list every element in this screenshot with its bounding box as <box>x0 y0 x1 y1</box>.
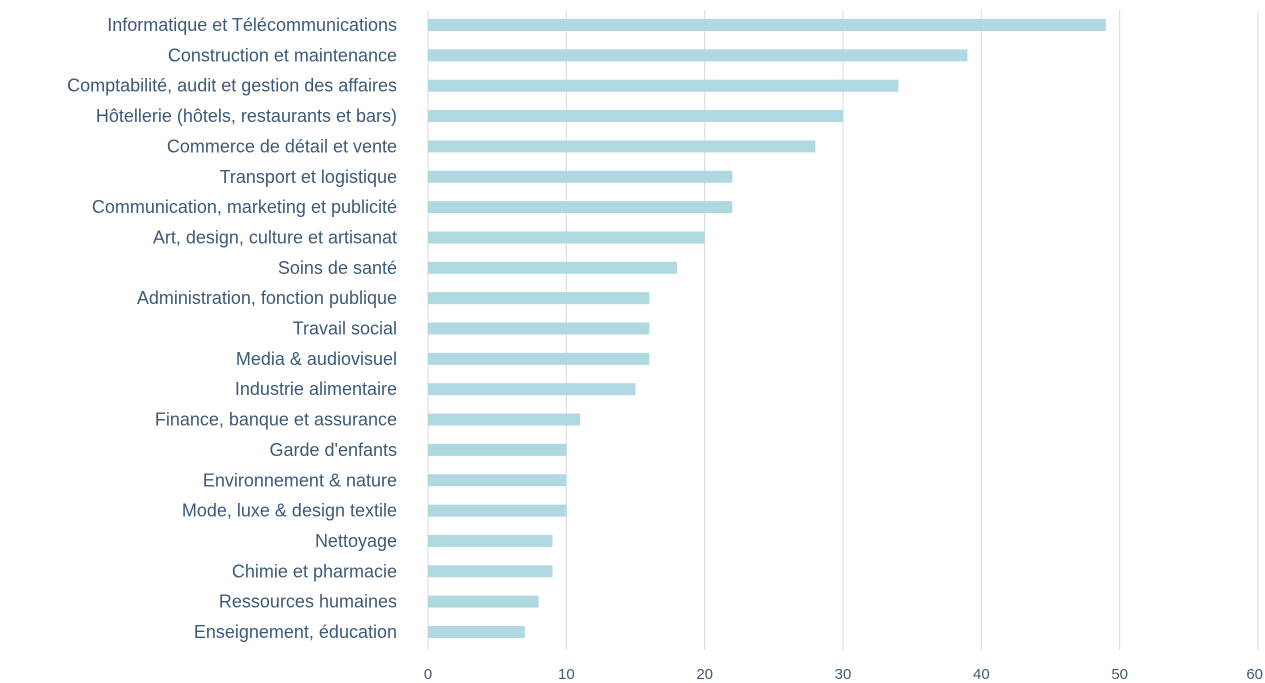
category-label: Garde d'enfants <box>269 440 397 460</box>
bar <box>428 79 899 92</box>
x-tick-label: 30 <box>835 666 852 683</box>
category-label: Soins de santé <box>278 258 397 278</box>
category-label: Art, design, culture et artisanat <box>153 227 397 247</box>
x-tick-label: 50 <box>1111 666 1128 683</box>
bar <box>428 292 650 305</box>
bar <box>428 534 553 547</box>
bar <box>428 140 816 153</box>
category-label: Nettoyage <box>315 531 397 551</box>
bar <box>428 170 733 183</box>
bar <box>428 110 843 123</box>
bar <box>428 383 636 396</box>
bar <box>428 201 733 214</box>
category-label: Travail social <box>293 319 397 339</box>
category-label: Transport et logistique <box>220 167 397 187</box>
category-label: Commerce de détail et vente <box>167 136 397 156</box>
category-label: Chimie et pharmacie <box>232 561 397 581</box>
category-label: Media & audiovisuel <box>236 349 397 369</box>
category-label: Administration, fonction publique <box>137 288 397 308</box>
bars <box>428 19 1106 638</box>
x-tick-label: 60 <box>1246 666 1263 683</box>
category-label: Enseignement, éducation <box>194 622 397 642</box>
category-label: Mode, luxe & design textile <box>182 501 397 521</box>
bar <box>428 261 677 274</box>
category-label: Informatique et Télécommunications <box>107 15 397 35</box>
category-label: Comptabilité, audit et gestion des affai… <box>67 76 397 96</box>
bar <box>428 595 539 608</box>
category-label: Environnement & nature <box>203 470 397 490</box>
x-tick-label: 10 <box>558 666 575 683</box>
bar <box>428 504 567 517</box>
bar <box>428 231 705 244</box>
category-label: Construction et maintenance <box>168 45 397 65</box>
bar <box>428 322 650 335</box>
bar <box>428 474 567 487</box>
bar <box>428 49 968 62</box>
category-label: Ressources humaines <box>219 592 397 612</box>
bar <box>428 413 581 426</box>
bar <box>428 352 650 365</box>
category-labels: Informatique et Télécommunications Constr… <box>67 15 397 642</box>
category-label: Finance, banque et assurance <box>155 410 397 430</box>
bar <box>428 626 525 638</box>
category-label: Communication, marketing et publicité <box>92 197 397 217</box>
x-tick-label: 40 <box>973 666 990 683</box>
bar <box>428 443 567 456</box>
category-label: Hôtellerie (hôtels, restaurants et bars) <box>96 106 397 126</box>
x-tick-label: 20 <box>696 666 713 683</box>
x-axis-tick-labels: 0 10 20 30 40 50 60 <box>424 666 1263 683</box>
x-tick-label: 0 <box>424 666 432 683</box>
category-label: Industrie alimentaire <box>235 379 397 399</box>
bar <box>428 565 553 578</box>
bar <box>428 19 1106 31</box>
